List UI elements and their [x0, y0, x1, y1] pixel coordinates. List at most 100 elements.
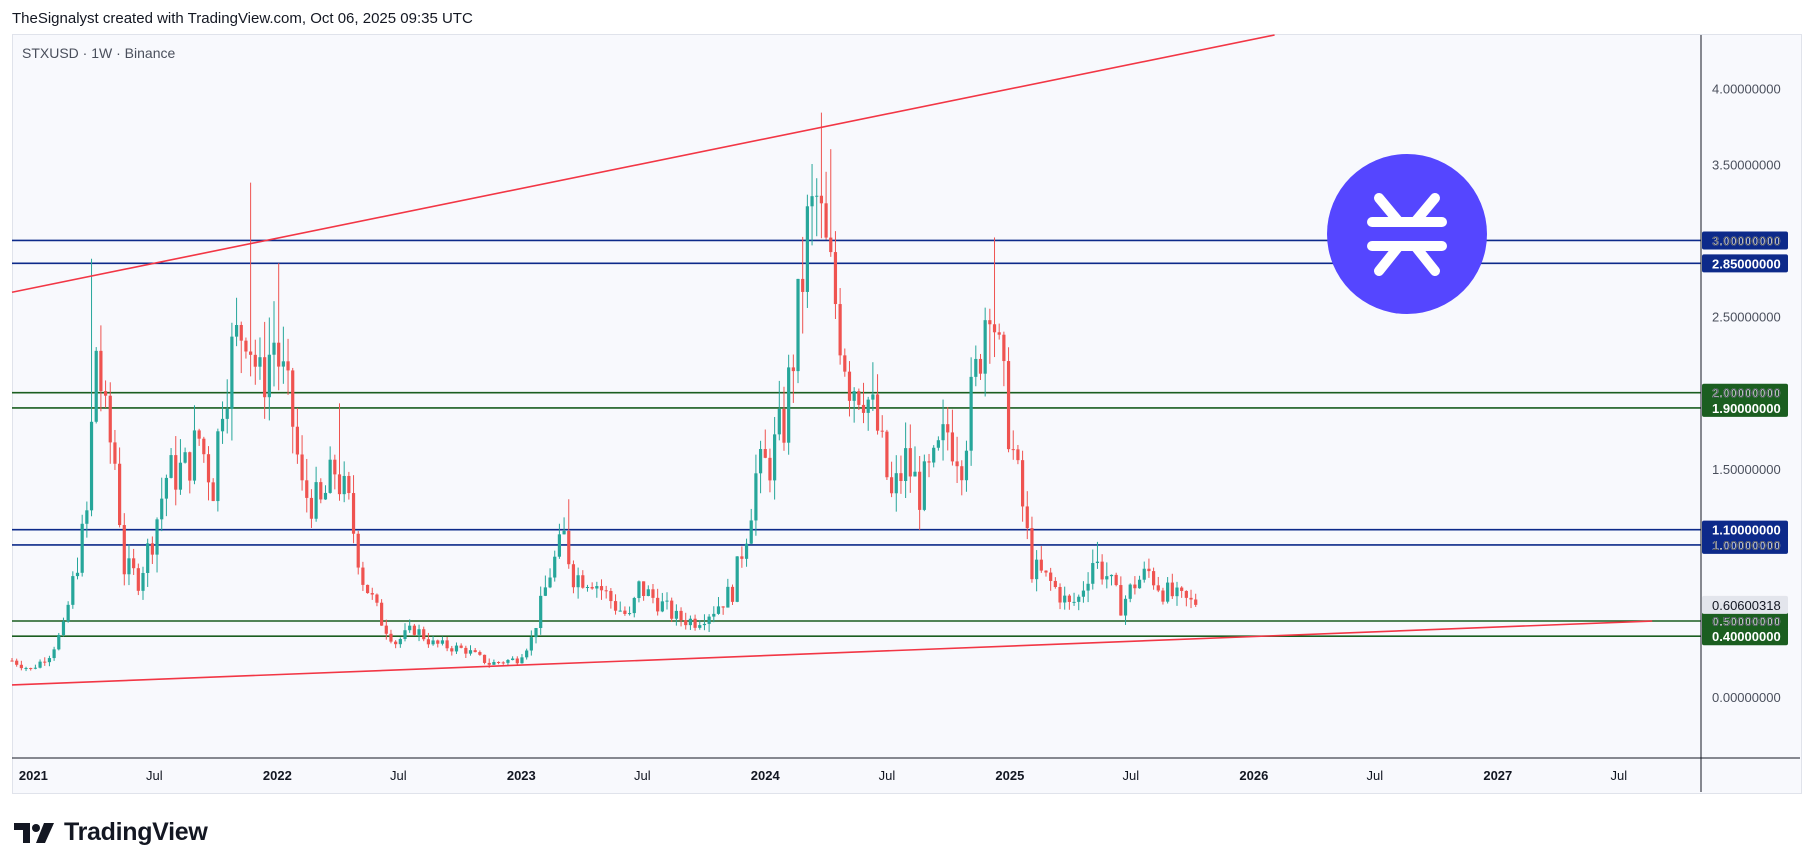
candle-body — [1016, 449, 1020, 461]
time-tick-label: 2027 — [1483, 768, 1512, 783]
candle-body — [351, 493, 356, 534]
candle-body — [206, 454, 211, 483]
candle-body — [1194, 599, 1198, 605]
candle-body — [108, 395, 112, 443]
candle-body — [604, 590, 608, 592]
candle-body — [337, 474, 342, 495]
candle-body — [529, 637, 533, 651]
time-tick-label: 2023 — [507, 768, 536, 783]
candle-body — [632, 598, 636, 614]
candle-body — [1161, 590, 1165, 602]
candle-body — [169, 455, 173, 478]
candle-body — [768, 457, 772, 481]
tradingview-wordmark: TradingView — [64, 818, 208, 846]
candle-body — [459, 645, 463, 648]
candle-body — [744, 543, 749, 559]
candle-body — [1053, 580, 1057, 588]
candle-body — [557, 534, 562, 557]
level-label: 0.40000000 — [1712, 629, 1781, 644]
candle-body — [1156, 585, 1160, 591]
candle-body — [80, 523, 84, 573]
candle-body — [24, 668, 28, 670]
candle-body — [642, 581, 646, 596]
candle-body — [590, 586, 594, 589]
candle-body — [581, 575, 585, 588]
candle-body — [740, 556, 744, 559]
candle-body — [623, 610, 627, 614]
candle-body — [370, 593, 374, 595]
candle-body — [796, 278, 800, 372]
candle-body — [436, 640, 440, 644]
level-tag — [1702, 612, 1788, 631]
candle-body — [211, 482, 215, 502]
time-tick-label: Jul — [634, 768, 651, 783]
candle-body — [932, 447, 936, 463]
chart-panel[interactable] — [12, 34, 1802, 794]
candle-body — [244, 340, 248, 352]
candle-body — [754, 473, 758, 521]
candle-body — [300, 454, 304, 481]
candle-body — [885, 431, 889, 478]
candle-body — [417, 629, 421, 635]
candle-body — [375, 594, 379, 603]
candle-body — [880, 430, 884, 432]
candle-body — [342, 475, 346, 495]
candle-body — [735, 556, 739, 602]
candle-body — [1189, 597, 1193, 600]
candle-body — [1091, 563, 1095, 584]
candle-body — [132, 558, 136, 569]
candle-body — [698, 625, 702, 628]
candle-body — [94, 350, 98, 422]
candle-body — [118, 463, 122, 526]
candle-body — [389, 633, 393, 642]
candle-body — [674, 610, 678, 619]
candle-body — [716, 606, 721, 614]
candle-body — [487, 662, 491, 665]
candle-body — [637, 581, 641, 599]
time-tick-label: Jul — [879, 768, 896, 783]
candle-body — [941, 424, 945, 441]
candle-body — [511, 658, 515, 661]
candle-body — [1142, 568, 1146, 580]
candle-body — [548, 577, 552, 588]
candle-body — [894, 473, 898, 494]
candle-body — [57, 634, 61, 650]
candle-body — [1109, 574, 1114, 577]
candle-body — [1105, 576, 1109, 580]
candle-body — [1002, 334, 1006, 362]
candle-body — [431, 640, 435, 645]
candle-body — [99, 350, 103, 392]
candle-body — [1133, 584, 1137, 589]
time-tick-label: 2021 — [19, 768, 48, 783]
candle-body — [408, 625, 412, 631]
candle-body — [150, 543, 154, 555]
level-label: 3.00000000 — [1712, 233, 1781, 248]
time-tick-label: Jul — [146, 768, 163, 783]
candle-body — [403, 630, 407, 639]
candle-body — [85, 510, 89, 524]
candle-body — [627, 613, 632, 615]
candle-body — [71, 576, 75, 605]
tradingview-logo[interactable]: TradingView — [14, 818, 208, 847]
candle-body — [684, 620, 688, 626]
candle-body — [1011, 449, 1015, 451]
candle-body — [646, 589, 650, 596]
candle-body — [988, 320, 992, 325]
candle-body — [286, 361, 290, 371]
candle-body — [702, 623, 707, 626]
candle-body — [824, 203, 828, 238]
candle-body — [1119, 585, 1123, 616]
candle-body — [29, 668, 33, 670]
level-tag — [1702, 231, 1788, 250]
candle-body — [440, 640, 445, 644]
candle-body — [543, 587, 547, 596]
trendline-upper — [11, 34, 1275, 294]
candle-body — [861, 404, 866, 413]
candle-body — [501, 662, 505, 664]
candle-body — [1072, 601, 1076, 603]
candle-body — [314, 482, 318, 519]
candle-body — [1137, 579, 1142, 589]
candle-body — [599, 586, 604, 591]
level-label: 2.85000000 — [1712, 256, 1781, 271]
